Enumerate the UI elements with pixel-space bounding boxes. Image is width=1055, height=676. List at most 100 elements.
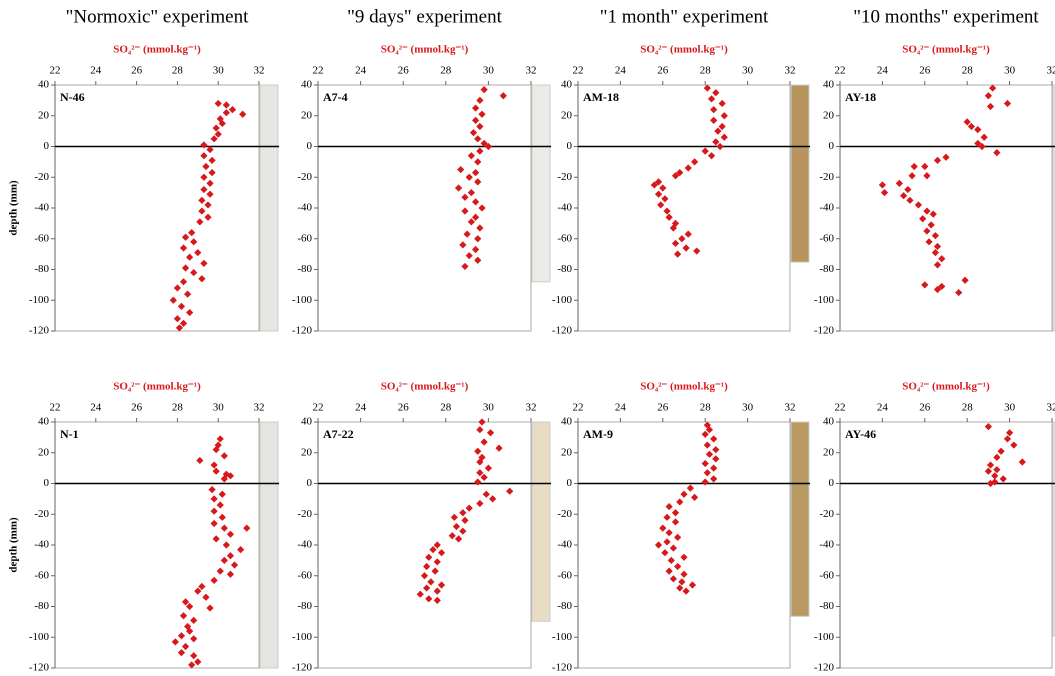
point [229,106,236,113]
point [466,252,473,259]
point [1004,435,1011,442]
point [451,514,458,521]
point [896,180,903,187]
panel-label: N-46 [60,90,85,104]
point [200,141,207,148]
y-tick-label: -120 [29,662,50,674]
x-tick-label: 22 [835,402,846,414]
x-tick-label: 22 [313,65,324,77]
y-tick-label: 0 [307,140,313,152]
y-tick-label: -40 [297,202,312,214]
y-tick-label: -120 [814,662,835,674]
y-tick-label: -100 [552,294,573,306]
point [689,581,696,588]
x-axis-label: SO₄²⁻ (mmol.kg⁻¹) [113,44,201,56]
point [710,106,717,113]
point [215,131,222,138]
point [495,445,502,452]
y-tick-label: -80 [34,263,49,275]
point [721,134,728,141]
point [190,635,197,642]
point [476,97,483,104]
point [676,498,683,505]
point [186,309,193,316]
point [194,658,201,665]
point [672,509,679,516]
x-tick-label: 24 [877,402,889,414]
y-tick-label: -20 [34,171,49,183]
point [666,503,673,510]
x-tick-label: 26 [919,65,931,77]
y-tick-label: -60 [557,569,572,581]
point [964,118,971,125]
point [211,508,218,515]
point [213,124,220,131]
x-tick-label: 28 [700,65,712,77]
point [710,435,717,442]
point [186,254,193,261]
point [938,255,945,262]
y-tick-label: -80 [819,263,834,275]
x-axis-label: SO₄²⁻ (mmol.kg⁻¹) [381,44,469,56]
point [434,597,441,604]
point [438,581,445,588]
point [472,169,479,176]
point [911,163,918,170]
y-tick-label: -100 [292,631,313,643]
point [453,523,460,530]
point [196,457,203,464]
x-tick-label: 24 [90,65,102,77]
point [655,191,662,198]
point [227,552,234,559]
point [683,588,690,595]
point [710,117,717,124]
y-tick-label: 0 [307,477,313,489]
point [704,84,711,91]
point [219,491,226,498]
point [198,275,205,282]
point [219,514,226,521]
point [423,584,430,591]
point [685,231,692,238]
point [719,123,726,130]
y-tick-label: -20 [557,508,572,520]
x-tick-label: 26 [657,402,669,414]
point [661,195,668,202]
point [674,251,681,258]
point [231,561,238,568]
point [474,135,481,142]
point [712,89,719,96]
point [208,169,215,176]
x-tick-label: 28 [962,402,974,414]
point [955,289,962,296]
point [666,568,673,575]
x-tick-label: 24 [355,65,367,77]
point [702,460,709,467]
point [663,514,670,521]
point [663,538,670,545]
point [472,246,479,253]
point [425,595,432,602]
y-tick-label: -40 [557,539,572,551]
point [239,111,246,118]
x-tick-label: 22 [50,65,61,77]
point [704,469,711,476]
y-tick-label: 40 [823,416,835,428]
point [178,303,185,310]
point [221,452,228,459]
point [184,291,191,298]
point [427,578,434,585]
point [930,211,937,218]
x-tick-label: 30 [213,402,225,414]
point [919,215,926,222]
x-tick-label: 24 [355,402,367,414]
x-tick-label: 32 [254,402,265,414]
point [500,92,507,99]
y-tick-label: -80 [819,600,834,612]
point [481,474,488,481]
point [908,172,915,179]
point [180,612,187,619]
y-tick-label: 20 [38,446,50,458]
point [459,509,466,516]
y-tick-label: -100 [814,631,835,643]
